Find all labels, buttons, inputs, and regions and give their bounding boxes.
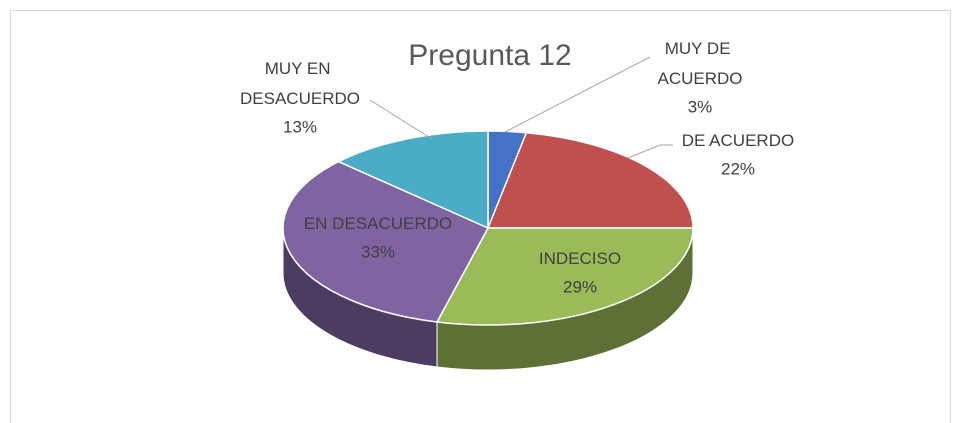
slice	[336, 130, 489, 230]
category-label: DE ACUERDO	[682, 131, 794, 150]
chart-title: Pregunta 12	[408, 39, 571, 72]
category-label: MUY EN DESACUERDO	[240, 59, 360, 108]
value-label: 22%	[721, 159, 755, 178]
leader-line	[369, 99, 433, 140]
slice	[435, 227, 694, 326]
category-label: EN DESACUERDO	[304, 214, 452, 233]
leader-line	[627, 144, 673, 159]
value-label: 29%	[563, 277, 597, 296]
slice	[486, 131, 694, 229]
value-label: 33%	[361, 242, 395, 261]
label-line: DE ACUERDO	[682, 131, 794, 150]
leader-line	[504, 56, 651, 133]
label-line: DESACUERDO	[240, 89, 360, 108]
value-label: 13%	[283, 117, 317, 136]
category-label: MUY DE ACUERDO	[657, 39, 742, 88]
value-label: 3%	[688, 97, 713, 116]
label-line: MUY EN	[265, 59, 336, 78]
category-label: INDECISO	[539, 249, 621, 268]
slice	[282, 160, 490, 323]
label-line: EN DESACUERDO	[304, 214, 452, 233]
label-line: ACUERDO	[657, 69, 742, 88]
label-line: INDECISO	[539, 249, 621, 268]
label-line: MUY DE	[665, 39, 736, 58]
